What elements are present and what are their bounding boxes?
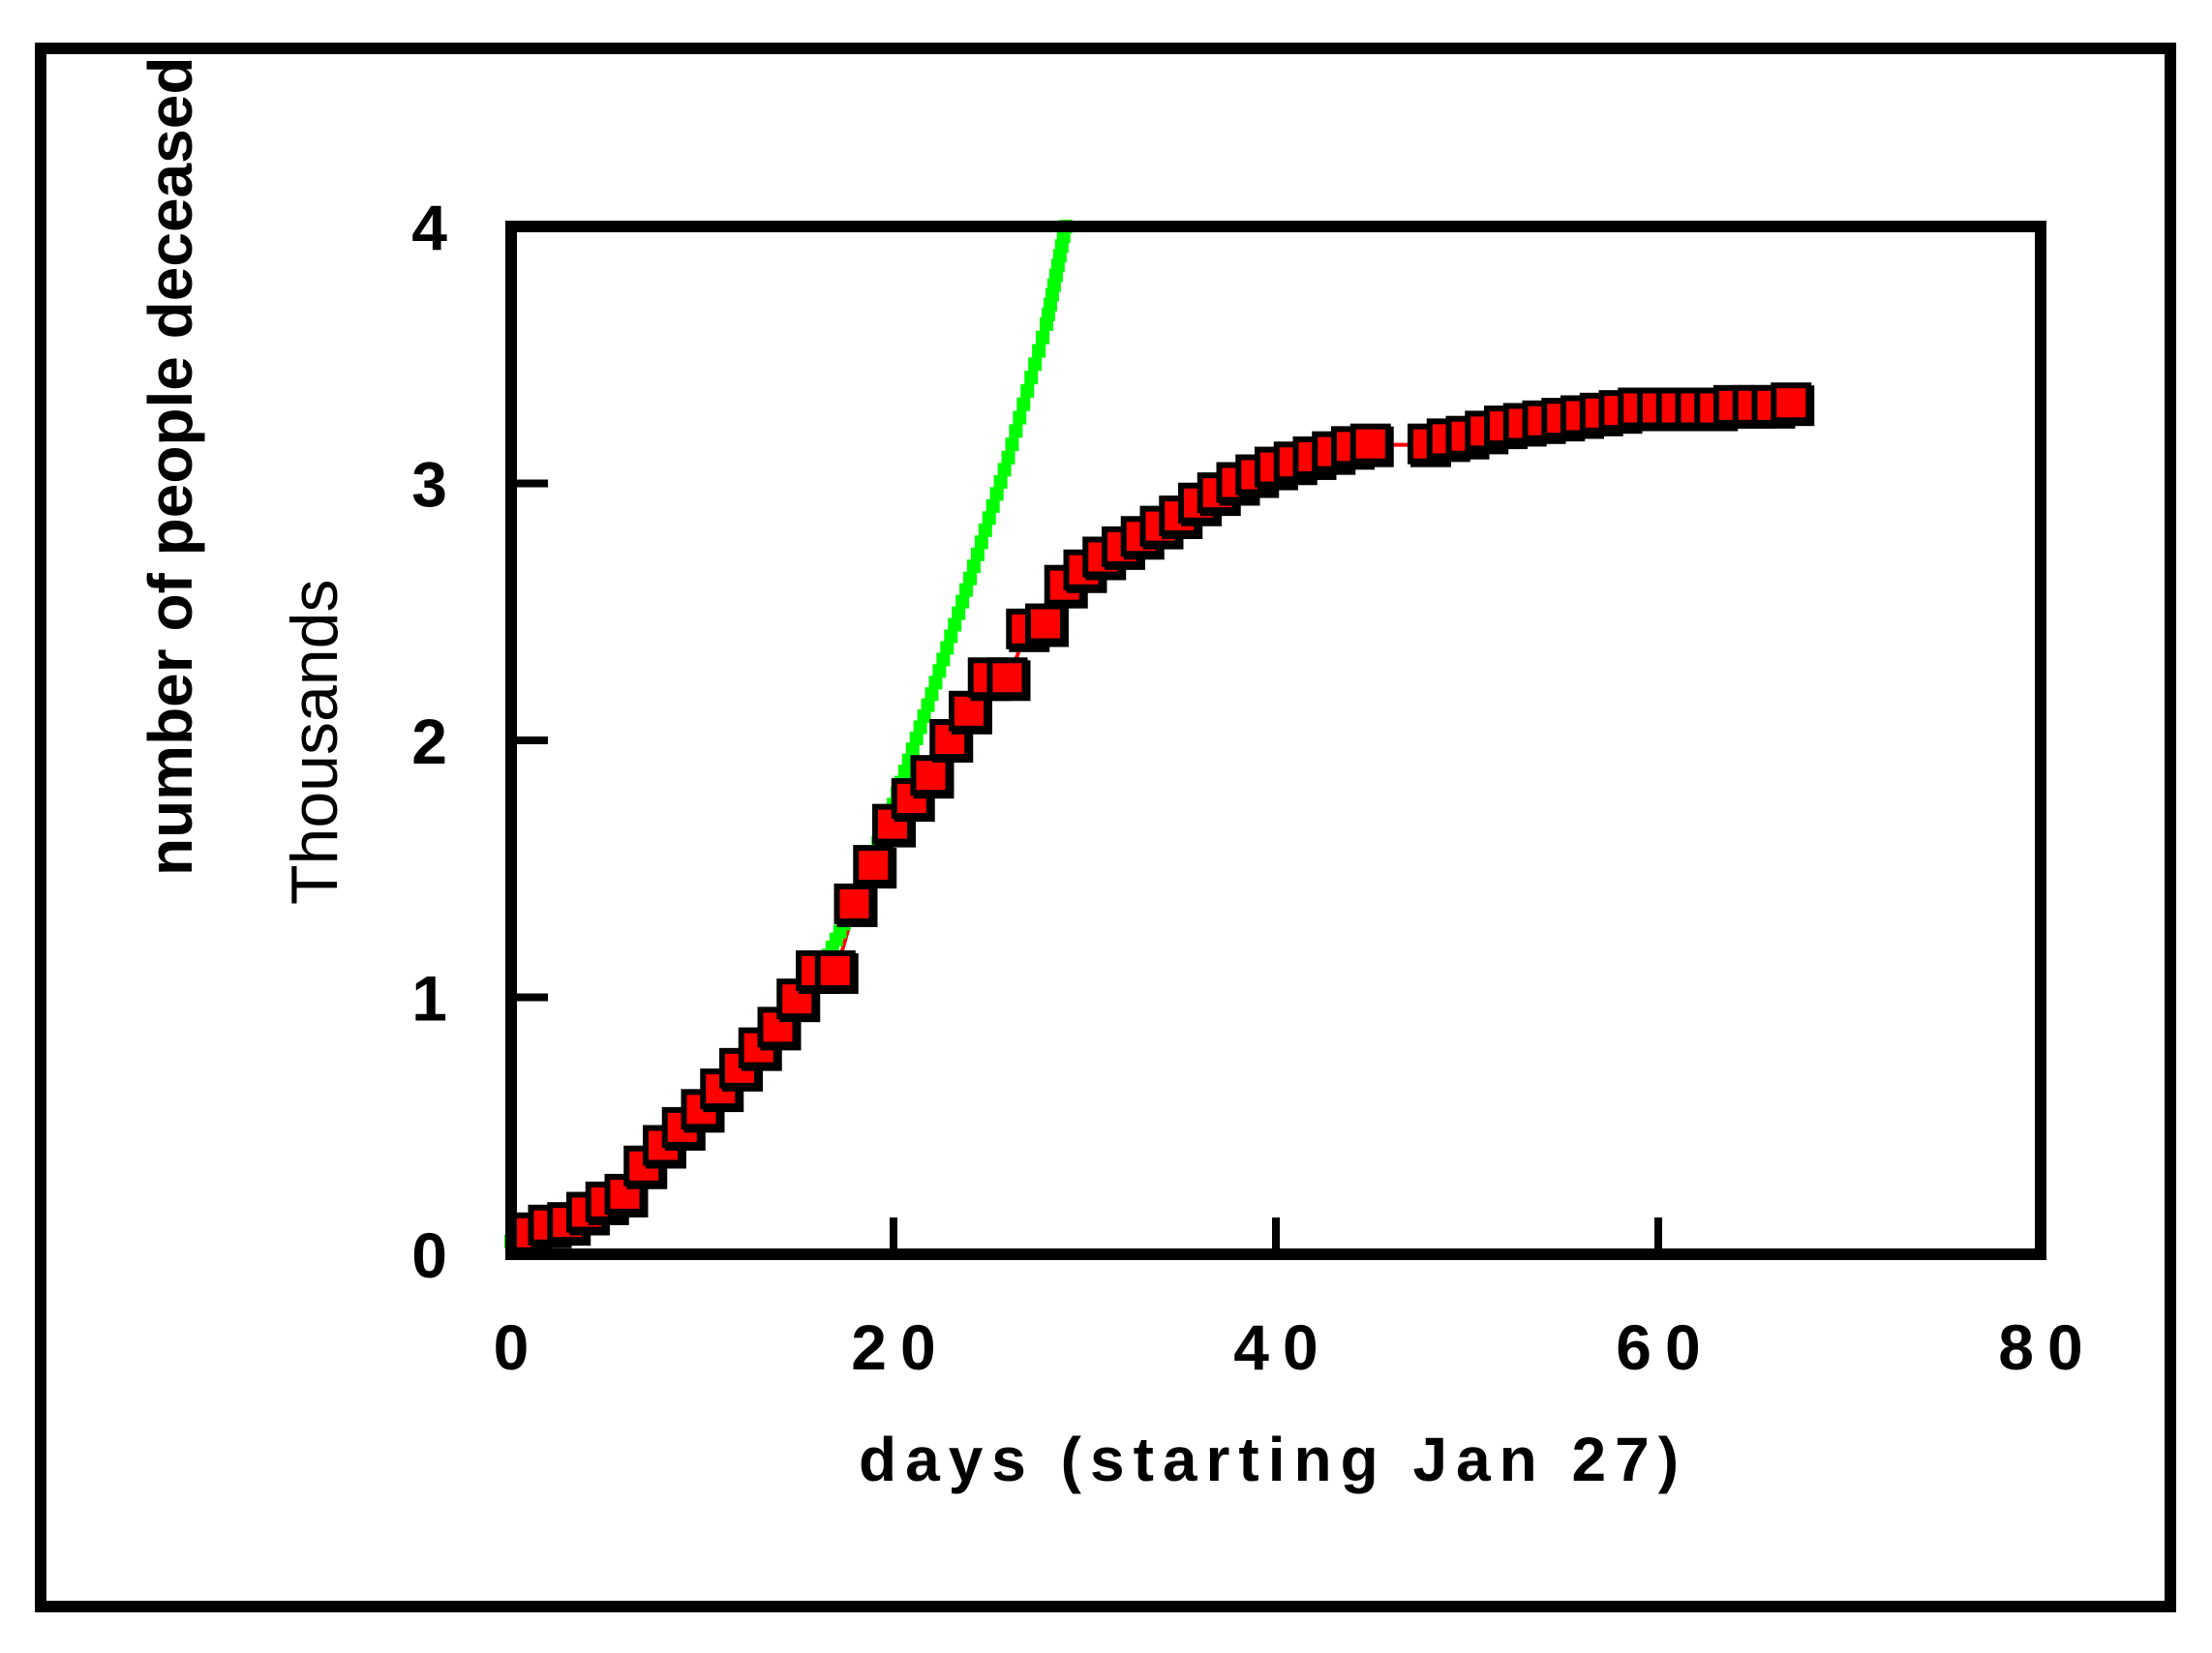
fit-line-point: [913, 720, 927, 735]
data-point: [853, 845, 897, 889]
fit-line-point: [985, 498, 1000, 513]
y-axis-label: number of people deceased: [136, 57, 205, 876]
fit-line-point: [952, 606, 966, 620]
fit-line-point: [905, 742, 920, 757]
data-point: [1771, 382, 1815, 427]
x-axis-label: days (starting Jan 27): [859, 1425, 1687, 1494]
fit-line-point: [1001, 450, 1015, 465]
outer-frame: [35, 43, 2176, 1612]
y-tick-label: 2: [411, 706, 447, 777]
fit-line-point: [928, 676, 943, 690]
data-point: [833, 883, 878, 927]
x-tick-label: 60: [1616, 1311, 1713, 1383]
y-unit-label: Thousands: [278, 580, 351, 905]
fit-line-point: [989, 487, 1004, 501]
fit-line-point: [917, 709, 931, 724]
data-point: [814, 949, 859, 994]
fit-line-point: [993, 474, 1008, 489]
fit-line-point: [974, 535, 988, 550]
fit-line-point: [955, 594, 970, 609]
y-tick-label: 4: [411, 192, 447, 263]
fit-line-point: [948, 617, 962, 632]
fit-line-point: [1028, 357, 1043, 372]
fit-line-point: [963, 571, 977, 586]
y-tick-label: 0: [411, 1219, 447, 1291]
fit-line-point: [924, 687, 939, 702]
data-point: [986, 657, 1031, 702]
fit-line-point: [966, 559, 981, 574]
fit-line-point: [997, 463, 1012, 477]
data-point: [910, 755, 954, 799]
y-tick-label: 3: [411, 449, 447, 521]
fit-line-point: [932, 664, 947, 678]
fit-line-point: [959, 583, 974, 597]
fit-line-point: [1016, 397, 1031, 411]
fit-line-point: [909, 731, 924, 745]
fit-line-point: [944, 629, 958, 644]
fit-line-point: [940, 641, 954, 655]
x-tick-label: 40: [1233, 1311, 1331, 1383]
x-tick-label: 20: [851, 1311, 949, 1383]
fit-line-point: [970, 547, 985, 561]
fit-line-point: [978, 523, 992, 537]
fit-line-point: [1020, 383, 1035, 398]
fit-line-point: [936, 652, 951, 667]
data-point: [1349, 423, 1394, 467]
fit-line-point: [1013, 410, 1027, 425]
y-unit-title: Thousands: [278, 580, 351, 905]
fit-line-point: [1005, 437, 1019, 452]
plot-area: [504, 220, 1815, 1256]
fit-line-point: [1036, 330, 1050, 345]
fit-line-point: [1024, 371, 1039, 385]
fit-line-point: [982, 511, 996, 526]
x-tick-label: 80: [1998, 1311, 2096, 1383]
y-axis-title: number of people deceased: [136, 57, 205, 876]
y-tick-label: 1: [411, 963, 447, 1035]
x-tick-label: 0: [494, 1311, 543, 1383]
fit-line-point: [921, 698, 935, 712]
data-point: [1025, 603, 1069, 647]
fit-line-point: [1032, 344, 1046, 358]
marker-series: [508, 382, 1815, 1256]
fit-line-point: [1009, 424, 1023, 438]
fit-line-point: [897, 765, 912, 779]
